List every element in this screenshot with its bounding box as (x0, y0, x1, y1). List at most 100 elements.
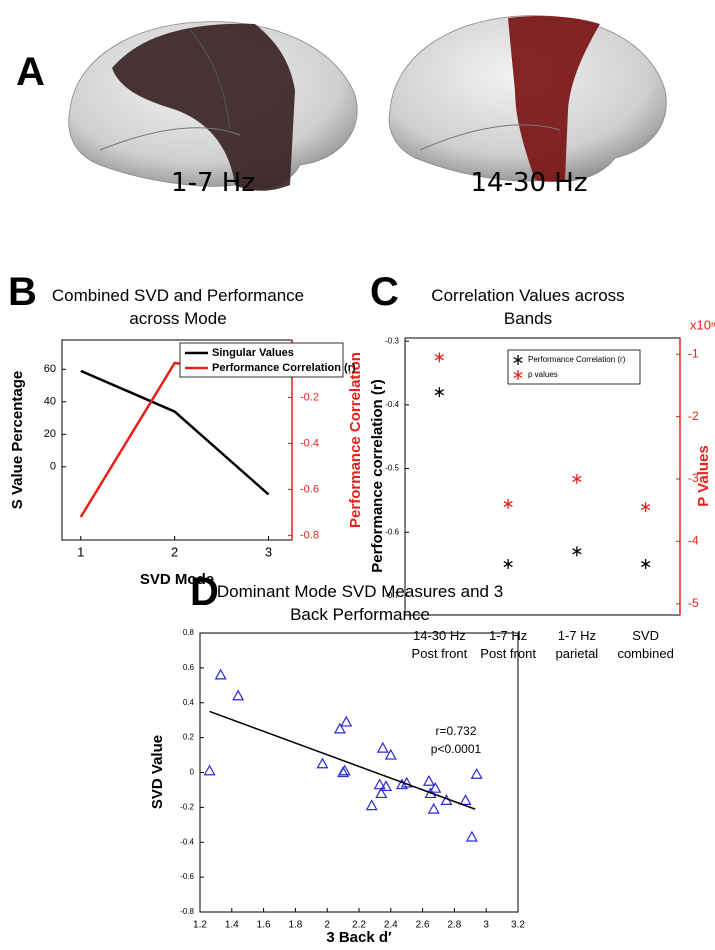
brain-right (388, 15, 667, 182)
caption: 14-30 Hz (470, 168, 588, 198)
x-tick-label: 1.8 (288, 920, 302, 931)
plot-frame (199, 632, 519, 913)
x-tick-label: 2.6 (416, 920, 430, 931)
y2-tick-label: -0.4 (300, 437, 319, 449)
point (395, 778, 408, 790)
point (214, 668, 227, 680)
point (465, 830, 478, 842)
fit-line (209, 710, 476, 810)
point (376, 741, 389, 753)
legend-label: p values (528, 370, 558, 379)
panel-letter: A (16, 50, 45, 94)
y2-tick-label: -1 (688, 346, 699, 360)
point (232, 689, 245, 701)
point (380, 780, 393, 792)
point (422, 774, 435, 786)
chart-title: Correlation Values across Bands (431, 286, 625, 328)
point (203, 764, 216, 776)
x-tick-label: 14-30 Hz Post front (411, 628, 468, 661)
y2-tick-label: -3 (688, 471, 699, 485)
x-tick-label: 3 (483, 920, 489, 931)
asterisk (572, 546, 582, 557)
y-axis-label: Performance correlation (r) (369, 379, 386, 572)
point (427, 802, 440, 814)
y2-tick-label: -0.6 (300, 483, 319, 495)
x-tick-label: 3.2 (511, 920, 525, 931)
x-tick-label: 1-7 Hz parietal (555, 628, 599, 661)
y-tick-label: 0.6 (183, 663, 195, 672)
y-axis-label: SVD Value (149, 735, 166, 809)
panel-letter: D (190, 570, 219, 614)
x-tick-label: 1-7 Hz Post front (480, 628, 536, 661)
y-tick-label: -0.6 (180, 872, 194, 881)
point (375, 787, 388, 799)
y2-tick-label: -5 (688, 596, 699, 610)
y-tick-label: -0.7 (385, 591, 399, 600)
legend-label: Performance Correlation (r) (528, 355, 626, 364)
legend-box (179, 342, 344, 378)
y2-axis-label: P Values (695, 445, 712, 506)
brain-left (68, 21, 358, 191)
x-tick-label: 2 (171, 544, 178, 559)
x-tick-label: SVD combined (617, 628, 674, 661)
asterisk (503, 498, 513, 509)
y-tick-label: 40 (44, 396, 56, 408)
x-tick-label: 1.4 (225, 920, 239, 931)
y-tick-label: 0 (50, 461, 56, 473)
point (316, 757, 329, 769)
data-line (79, 361, 269, 518)
caption: 1-7 Hz (171, 168, 255, 198)
point (470, 768, 483, 779)
asterisk (640, 502, 651, 513)
chart-title: Dominant Mode SVD Measures and 3 Back Pe… (216, 582, 504, 624)
x-tick-label: 1.2 (193, 920, 207, 931)
y-tick-label: 60 (44, 363, 56, 375)
asterisk (572, 473, 582, 484)
y-tick-label: -0.8 (180, 907, 194, 916)
y-tick-label: -0.4 (385, 400, 399, 409)
y-tick-label: 0.8 (183, 628, 195, 637)
point (429, 781, 442, 793)
asterisk (513, 370, 523, 380)
data-line (80, 369, 270, 496)
y-tick-label: -0.3 (385, 336, 399, 345)
point (459, 794, 472, 806)
legend-box (507, 349, 641, 385)
y2-unit: x10ⁿ (690, 317, 715, 332)
y2-tick-label: -2 (688, 409, 699, 423)
x-tick-label: 3 (265, 544, 272, 559)
y-tick-label: 20 (44, 428, 56, 440)
x-tick-label: 1.6 (257, 920, 271, 931)
legend-label: Singular Values (212, 347, 294, 359)
asterisk (503, 559, 513, 570)
y-tick-label: -0.5 (385, 464, 399, 473)
asterisk (434, 352, 445, 363)
x-axis-label: 3 Back d′ (326, 929, 392, 946)
point (333, 722, 346, 734)
y-tick-label: -0.6 (385, 527, 399, 536)
x-axis-label: SVD Mode (140, 571, 214, 588)
y-tick-label: -0.2 (180, 802, 194, 811)
asterisk (434, 387, 445, 398)
x-tick-label: 2.8 (447, 920, 461, 931)
y2-axis-label: Performance Correlation (347, 352, 364, 528)
annotation: p<0.0001 (431, 742, 482, 756)
y2-tick-label: -0.8 (300, 529, 319, 541)
annotation: r=0.732 (435, 724, 476, 738)
point (384, 748, 397, 760)
point (338, 764, 351, 776)
chart-title: Combined SVD and Performance across Mode (51, 286, 305, 328)
point (340, 715, 353, 727)
y2-tick-label: -4 (688, 534, 699, 548)
legend-label: Performance Correlation (r) (212, 362, 356, 374)
asterisk (640, 559, 651, 570)
y2-tick-label: -0.2 (300, 391, 319, 403)
y-tick-label: 0 (190, 768, 195, 777)
point (365, 799, 378, 811)
point (373, 778, 386, 790)
x-tick-label: 2.2 (352, 920, 366, 931)
panel-letter: C (370, 270, 399, 314)
y-tick-label: 0.4 (183, 698, 195, 707)
